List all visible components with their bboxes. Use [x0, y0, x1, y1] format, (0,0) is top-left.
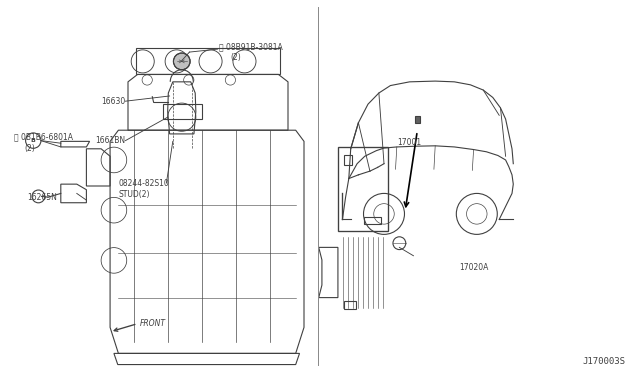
Bar [163, 104, 202, 119]
Text: 16630: 16630 [101, 97, 125, 106]
Bar [415, 116, 420, 123]
Text: STUD(2): STUD(2) [118, 190, 150, 199]
Text: 1661BN: 1661BN [95, 136, 125, 145]
Text: 16265N: 16265N [27, 193, 57, 202]
Bar [338, 147, 388, 231]
Text: 08244-82S10: 08244-82S10 [118, 179, 169, 187]
Circle shape [173, 53, 190, 70]
Text: FRONT: FRONT [140, 319, 166, 328]
Bar [364, 217, 381, 224]
Text: 17020A: 17020A [460, 263, 489, 272]
Bar [344, 155, 352, 165]
Text: (2): (2) [24, 144, 35, 153]
Text: J170003S: J170003S [583, 357, 626, 366]
Text: (2): (2) [230, 53, 241, 62]
Text: Ⓑ 0B1B6-6801A: Ⓑ 0B1B6-6801A [14, 132, 73, 141]
Text: 17001: 17001 [397, 138, 421, 147]
Text: B: B [31, 138, 36, 143]
Bar [344, 301, 356, 309]
Text: Ⓝ 08B91B-3081A: Ⓝ 08B91B-3081A [219, 42, 283, 51]
